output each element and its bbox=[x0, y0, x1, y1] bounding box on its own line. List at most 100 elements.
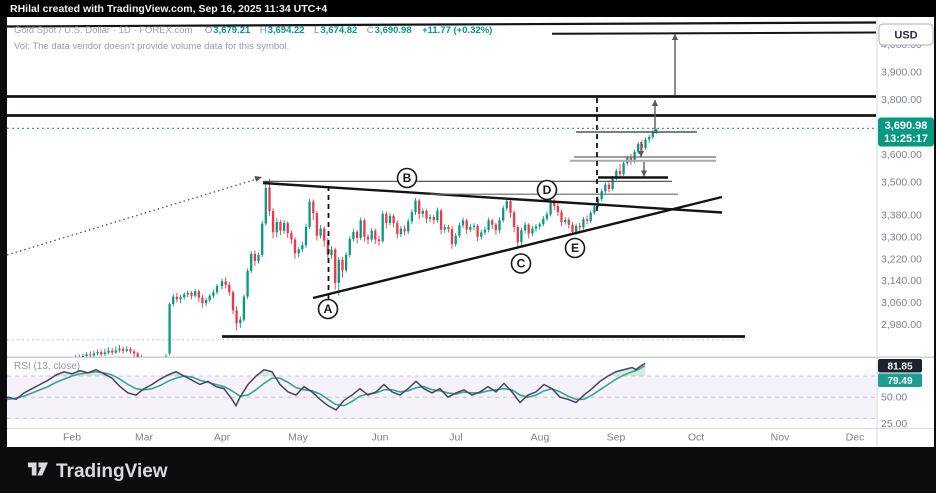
time-axis-month-aug[interactable]: Aug bbox=[531, 432, 550, 444]
candle-down bbox=[140, 356, 143, 357]
candle-down bbox=[334, 249, 337, 283]
currency-button-frame[interactable] bbox=[878, 23, 934, 46]
time-axis-month-oct[interactable]: Oct bbox=[688, 432, 704, 444]
symbol-title[interactable]: Gold Spot / U.S. Dollar · 1D · FOREX.com bbox=[14, 25, 193, 36]
candle-up bbox=[531, 228, 534, 234]
ohlc-change: +11.77 (+0.32%) bbox=[422, 25, 492, 36]
candle-down bbox=[425, 211, 428, 219]
candle-up bbox=[472, 225, 476, 227]
descending-trendline[interactable] bbox=[262, 181, 723, 214]
currency-button-label[interactable]: USD bbox=[894, 30, 917, 42]
candle-up bbox=[458, 225, 461, 236]
candle-down bbox=[231, 292, 235, 311]
candle-up bbox=[352, 231, 355, 240]
candle-down bbox=[607, 184, 611, 190]
time-axis-labels[interactable]: Feb Mar Apr May Jun Jul Aug Sep Oct Nov Dec bbox=[63, 432, 864, 444]
candle-up bbox=[589, 212, 592, 221]
candle-down bbox=[363, 220, 366, 237]
time-axis-month-dec[interactable]: Dec bbox=[846, 432, 865, 444]
rsi-ma-badge: 79.49 bbox=[878, 373, 922, 387]
symbol-header[interactable]: Gold Spot / U.S. Dollar · 1D · FOREX.com… bbox=[14, 20, 492, 37]
candle-down bbox=[476, 225, 479, 237]
candle-up bbox=[242, 296, 246, 320]
candle-down bbox=[111, 350, 114, 353]
candle-up bbox=[388, 215, 392, 224]
wave-label-c: C bbox=[517, 257, 526, 271]
wave-label-circle-b[interactable] bbox=[396, 167, 418, 189]
price-axis-label[interactable]: 3,500.00 bbox=[881, 176, 922, 188]
attribution-bar bbox=[0, 0, 936, 17]
time-axis-month-feb[interactable]: Feb bbox=[63, 432, 81, 444]
candle-down bbox=[396, 223, 399, 235]
price-axis-label[interactable]: 3,900.00 bbox=[881, 67, 922, 79]
candle-down bbox=[253, 253, 257, 261]
price-axis-label[interactable]: 3,140.00 bbox=[881, 275, 922, 287]
price-axis-labels[interactable]: 4,000.003,900.003,800.003,600.003,500.00… bbox=[881, 39, 922, 430]
candle-down bbox=[385, 213, 388, 224]
price-axis-label[interactable]: 3,800.00 bbox=[881, 94, 922, 106]
candle-up bbox=[648, 136, 651, 140]
dotted-trend-arrow[interactable] bbox=[6, 177, 259, 256]
top-resistance-line-1[interactable] bbox=[6, 21, 877, 28]
candle-up bbox=[92, 353, 96, 356]
candle-down bbox=[553, 202, 556, 207]
candle-up bbox=[502, 208, 505, 221]
top-resistance-line-2[interactable] bbox=[551, 31, 877, 35]
tradingview-logo-icon bbox=[28, 462, 37, 476]
wave-label-circle-a[interactable] bbox=[317, 298, 339, 320]
candle-down bbox=[418, 200, 421, 214]
wave-label-circle-e[interactable] bbox=[564, 237, 586, 259]
rsi-indicator-label[interactable]: RSI (13, close) bbox=[14, 361, 80, 372]
candle-down bbox=[121, 348, 125, 351]
candle-up bbox=[261, 223, 264, 255]
candle-up bbox=[542, 218, 545, 225]
wave-label-circle-c[interactable] bbox=[510, 253, 532, 274]
candle-up bbox=[264, 187, 267, 224]
time-axis-month-apr[interactable]: Apr bbox=[214, 432, 231, 444]
candle-up bbox=[421, 211, 424, 214]
candle-down bbox=[315, 213, 319, 236]
candle-up bbox=[257, 254, 260, 261]
price-axis-label[interactable]: 3,600.00 bbox=[881, 149, 922, 161]
rsi-axis-label[interactable]: 25.00 bbox=[881, 418, 907, 430]
wave-label-d: D bbox=[543, 183, 552, 197]
candle-up bbox=[469, 226, 472, 230]
price-axis-label[interactable]: 3,380.00 bbox=[881, 209, 922, 221]
candle-up bbox=[81, 355, 85, 357]
time-axis-month-may[interactable]: May bbox=[288, 432, 309, 444]
candle-up bbox=[480, 232, 483, 237]
candle-down bbox=[527, 224, 530, 234]
rsi-axis-label[interactable]: 50.00 bbox=[881, 392, 907, 404]
candle-up bbox=[564, 219, 567, 222]
candle-down bbox=[235, 310, 238, 324]
time-axis-month-sep[interactable]: Sep bbox=[607, 432, 626, 444]
price-axis-label[interactable]: 3,060.00 bbox=[881, 297, 922, 309]
candle-up bbox=[301, 245, 304, 250]
rsi-line bbox=[7, 362, 646, 411]
price-axis-label[interactable]: 3,300.00 bbox=[881, 231, 922, 243]
price-axis-label[interactable]: 3,220.00 bbox=[881, 253, 922, 265]
ascending-trendline[interactable] bbox=[312, 195, 723, 300]
time-axis-month-mar[interactable]: Mar bbox=[135, 432, 154, 444]
time-axis-month-nov[interactable]: Nov bbox=[771, 432, 790, 444]
candle-up bbox=[582, 219, 585, 228]
candle-up bbox=[125, 349, 128, 351]
candle-up bbox=[414, 200, 417, 213]
candle-up bbox=[275, 221, 278, 233]
candle-up bbox=[655, 129, 658, 133]
wave-label-circle-d[interactable] bbox=[536, 179, 558, 201]
time-axis-month-jun[interactable]: Jun bbox=[372, 432, 389, 444]
candle-down bbox=[491, 220, 494, 225]
candle-down bbox=[100, 352, 103, 355]
candle-down bbox=[403, 228, 406, 232]
candle-down bbox=[567, 219, 570, 225]
time-axis-month-jul[interactable]: Jul bbox=[449, 432, 462, 444]
candle-down bbox=[494, 224, 498, 231]
candle-up bbox=[186, 292, 189, 295]
price-axis-label[interactable]: 2,980.00 bbox=[881, 319, 922, 331]
candle-down bbox=[268, 187, 271, 212]
ohlc-open-value: 3,679.21 bbox=[213, 25, 251, 36]
currency-button[interactable]: USD bbox=[878, 23, 934, 46]
candle-down bbox=[640, 144, 644, 148]
candle-down bbox=[293, 239, 297, 254]
